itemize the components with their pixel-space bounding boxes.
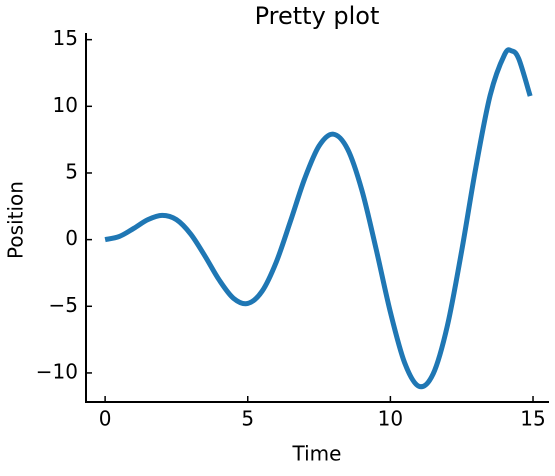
x-tick-label: 15 (520, 407, 545, 431)
y-tick-label: −10 (36, 359, 78, 383)
y-axis-label: Position (4, 181, 28, 259)
x-tick-label: 5 (241, 407, 254, 431)
chart-title: Pretty plot (255, 2, 380, 30)
x-tick-label: 0 (99, 407, 112, 431)
y-tick-label: 15 (53, 26, 78, 50)
x-axis-label: Time (292, 442, 342, 466)
y-tick-label: 5 (65, 159, 78, 183)
x-tick-label: 10 (378, 407, 403, 431)
line (104, 47, 533, 390)
y-tick-label: 10 (53, 93, 78, 117)
y-tick-label: 0 (65, 226, 78, 250)
y-tick-label: −5 (49, 293, 78, 317)
